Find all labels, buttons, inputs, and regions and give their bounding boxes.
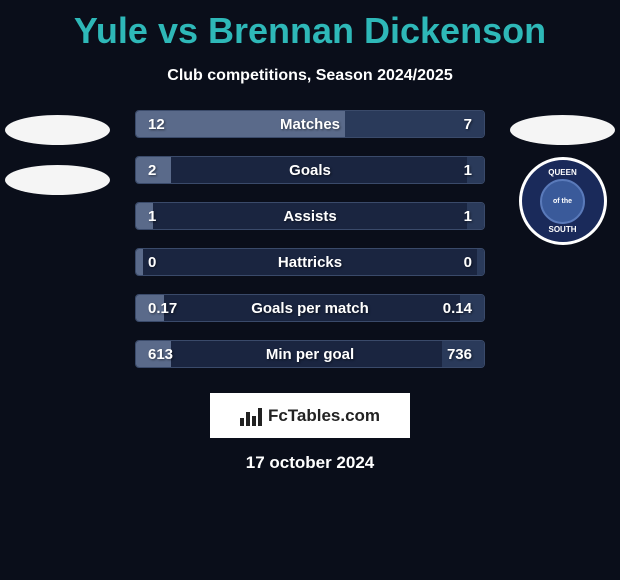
stat-row: 1 Assists 1 [135,202,485,230]
stat-fill-left [136,249,143,275]
stat-fill-right [477,249,484,275]
content-area: QUEEN of the SOUTH 12Matches72Goals11Ass… [20,110,600,368]
stat-label: Goals [289,162,331,179]
stat-value-right: 0 [464,254,472,271]
right-placeholders: QUEEN of the SOUTH [510,115,615,245]
stat-value-right: 7 [464,116,472,133]
stat-row: 0 Hattricks 0 [135,248,485,276]
stat-row: 12 Matches 7 [135,110,485,138]
stat-row: 0.17 Goals per match 0.14 [135,294,485,322]
left-placeholders [5,115,110,195]
footer-brand-text: FcTables.com [268,406,380,426]
club-badge: QUEEN of the SOUTH [519,157,607,245]
stat-label: Goals per match [251,300,369,317]
stat-label: Assists [283,208,336,225]
stat-label: Matches [280,116,340,133]
player-image-placeholder-right-1 [510,115,615,145]
bar-chart-icon [240,406,262,426]
stat-value-right: 1 [464,208,472,225]
page-title: Yule vs Brennan Dickenson [74,10,546,52]
player-image-placeholder-left-1 [5,115,110,145]
stat-value-right: 736 [447,346,472,363]
footer-brand-logo: FcTables.com [210,393,410,438]
stat-value-left: 2 [148,162,156,179]
stat-value-right: 0.14 [443,300,472,317]
main-container: Yule vs Brennan Dickenson Club competiti… [0,0,620,483]
stat-label: Hattricks [278,254,342,271]
stat-row: 2 Goals 1 [135,156,485,184]
badge-center: of the [540,179,585,224]
date-text: 17 october 2024 [246,453,375,473]
badge-text-top: QUEEN [522,168,604,177]
stats-block: 12 Matches 7 2 Goals 1 1 Assists 1 0 Hattricks 0 0.1… [135,110,485,368]
stat-label: Min per goal [266,346,354,363]
stat-row: 613 Min per goal 736 [135,340,485,368]
stat-value-left: 0 [148,254,156,271]
stat-value-left: 613 [148,346,173,363]
stat-value-right: 1 [464,162,472,179]
subtitle: Club competitions, Season 2024/2025 [167,67,452,85]
player-image-placeholder-left-2 [5,165,110,195]
stat-value-left: 1 [148,208,156,225]
stat-value-left: 12 [148,116,165,133]
badge-text-bottom: SOUTH [522,225,604,234]
stat-value-left: 0.17 [148,300,177,317]
